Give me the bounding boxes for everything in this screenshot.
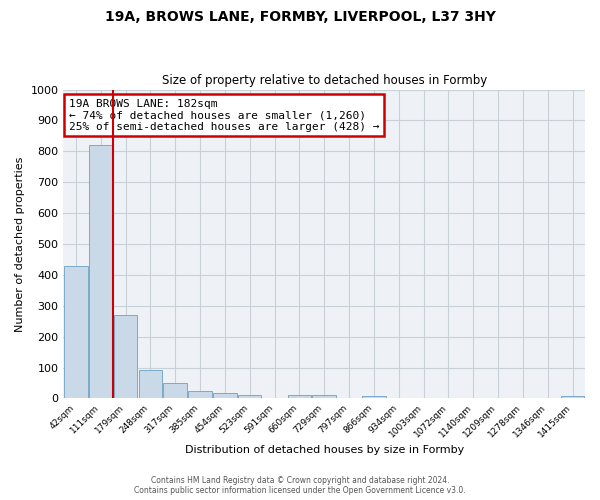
- Text: 19A, BROWS LANE, FORMBY, LIVERPOOL, L37 3HY: 19A, BROWS LANE, FORMBY, LIVERPOOL, L37 …: [104, 10, 496, 24]
- Bar: [64, 266, 88, 398]
- Text: Contains HM Land Registry data © Crown copyright and database right 2024.
Contai: Contains HM Land Registry data © Crown c…: [134, 476, 466, 495]
- Bar: [163, 383, 187, 398]
- Bar: [362, 396, 386, 398]
- Bar: [561, 396, 584, 398]
- Bar: [114, 315, 137, 398]
- Bar: [287, 396, 311, 398]
- Text: 19A BROWS LANE: 182sqm
← 74% of detached houses are smaller (1,260)
25% of semi-: 19A BROWS LANE: 182sqm ← 74% of detached…: [68, 99, 379, 132]
- Bar: [188, 390, 212, 398]
- Bar: [313, 396, 336, 398]
- Bar: [238, 396, 262, 398]
- Bar: [89, 145, 112, 399]
- Bar: [213, 393, 236, 398]
- Y-axis label: Number of detached properties: Number of detached properties: [15, 156, 25, 332]
- X-axis label: Distribution of detached houses by size in Formby: Distribution of detached houses by size …: [185, 445, 464, 455]
- Bar: [139, 370, 162, 398]
- Title: Size of property relative to detached houses in Formby: Size of property relative to detached ho…: [161, 74, 487, 87]
